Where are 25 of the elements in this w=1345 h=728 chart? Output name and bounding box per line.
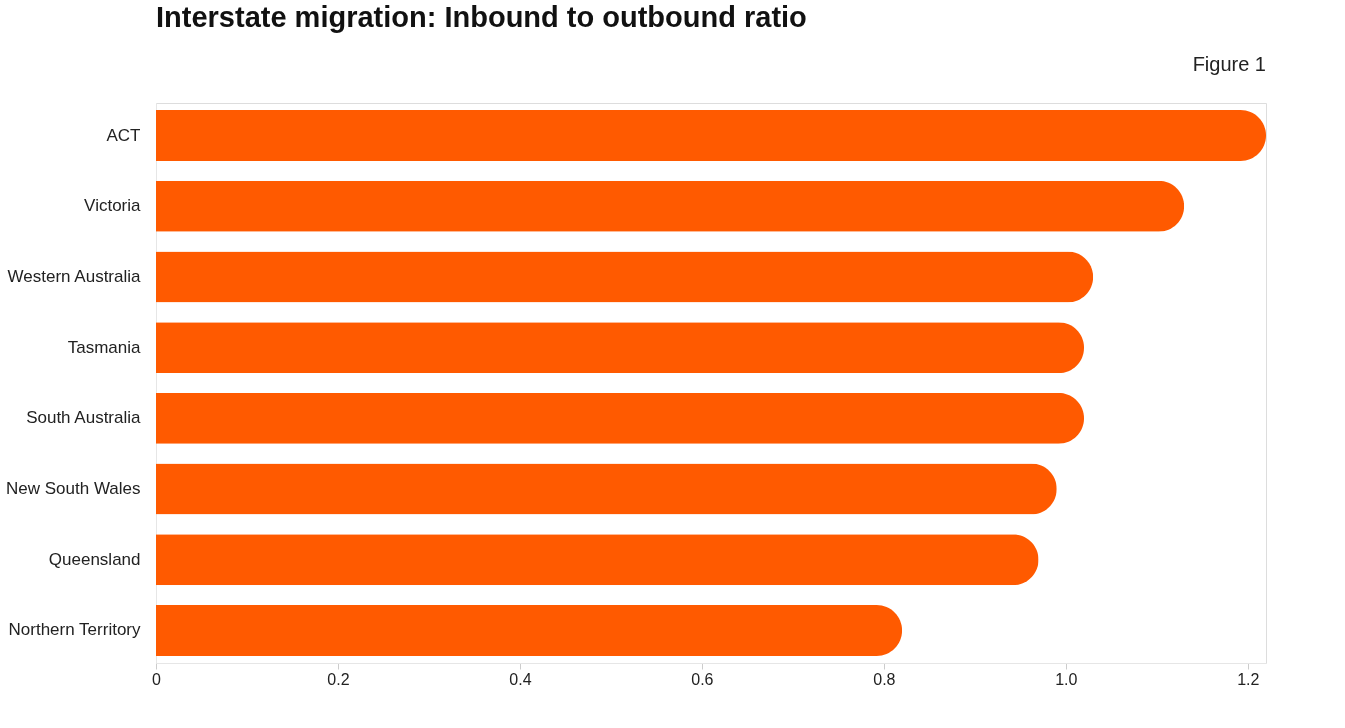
- x-tick-label: 1.2: [1237, 670, 1260, 688]
- bar: [156, 180, 1185, 232]
- bar: [156, 322, 1085, 374]
- x-tick-label: 0.2: [327, 670, 350, 688]
- bar: [156, 251, 1094, 303]
- y-tick-label: ACT: [106, 125, 141, 145]
- bar: [156, 392, 1085, 444]
- bar: [156, 463, 1057, 515]
- x-tick-label: 1.0: [1055, 670, 1078, 688]
- x-tick-label: 0: [152, 670, 162, 688]
- chart-title: Interstate migration: Inbound to outbound ratio: [156, 1, 807, 33]
- y-tick-label: Tasmania: [67, 337, 142, 357]
- caption: Figure 1: [1192, 53, 1266, 75]
- y-tick-label: South Australia: [26, 408, 142, 428]
- bar: [156, 605, 903, 656]
- y-tick-label: Western Australia: [7, 266, 142, 286]
- x-tick-label: 0.6: [691, 670, 714, 688]
- y-tick-label: Northern Territory: [8, 620, 141, 640]
- y-tick-label: Victoria: [84, 196, 142, 216]
- y-tick-label: Queensland: [48, 549, 141, 569]
- bar: [156, 534, 1039, 586]
- y-tick-label: New South Wales: [6, 479, 141, 499]
- x-tick-label: 0.8: [873, 670, 896, 688]
- bar: [156, 110, 1266, 161]
- x-tick-label: 0.4: [509, 670, 532, 688]
